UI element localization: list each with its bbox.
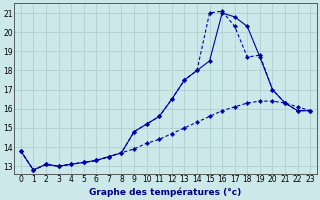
X-axis label: Graphe des températures (°c): Graphe des températures (°c) <box>89 187 242 197</box>
